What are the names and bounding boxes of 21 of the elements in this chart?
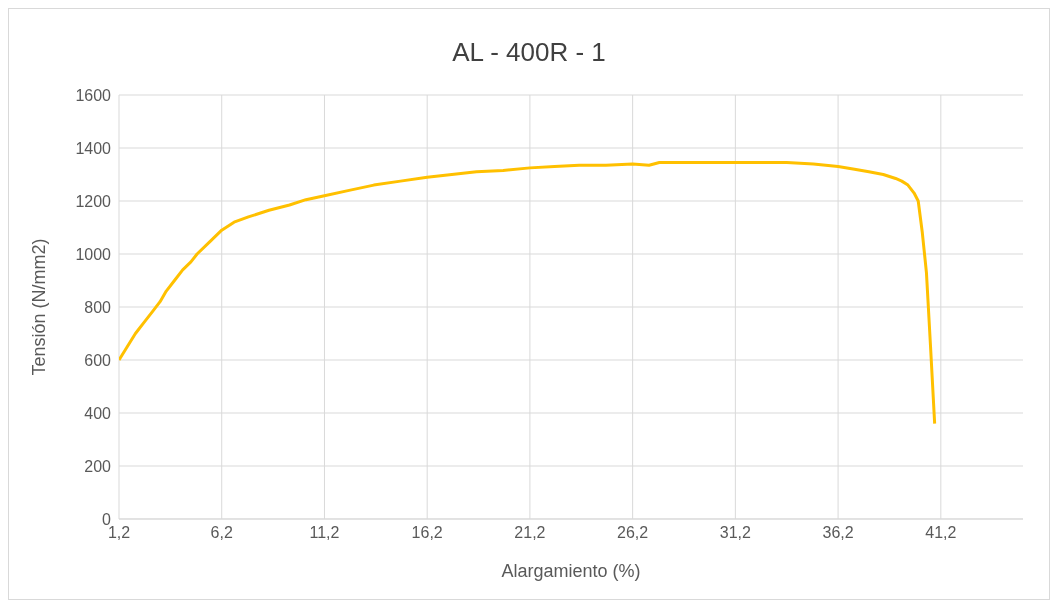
- x-tick-label: 26,2: [617, 524, 649, 542]
- chart-title: AL - 400R - 1: [451, 36, 607, 69]
- x-tick-label: 1,2: [107, 524, 131, 542]
- x-tick-label: 41,2: [925, 524, 957, 542]
- line-series: [119, 161, 937, 426]
- y-tick-label: 1200: [75, 192, 112, 210]
- y-tick-label: 600: [84, 351, 112, 369]
- x-tick-label: 16,2: [411, 524, 443, 542]
- y-tick-label: 1600: [75, 86, 112, 104]
- y-tick-label: 800: [84, 298, 112, 316]
- y-tick-label: 400: [84, 404, 112, 422]
- y-tick-label: 1000: [75, 245, 112, 263]
- x-tick-label: 6,2: [210, 524, 233, 542]
- y-axis-title: Tensión (N/mm2): [29, 238, 50, 376]
- x-tick-label: 11,2: [309, 524, 340, 542]
- x-tick-label: 36,2: [822, 524, 854, 542]
- y-tick-label: 1400: [75, 139, 112, 157]
- y-tick-label: 200: [84, 457, 112, 475]
- x-axis-title: Alargamiento (%): [501, 561, 641, 581]
- x-tick-label: 21,2: [514, 524, 546, 542]
- x-tick-label: 31,2: [719, 524, 752, 542]
